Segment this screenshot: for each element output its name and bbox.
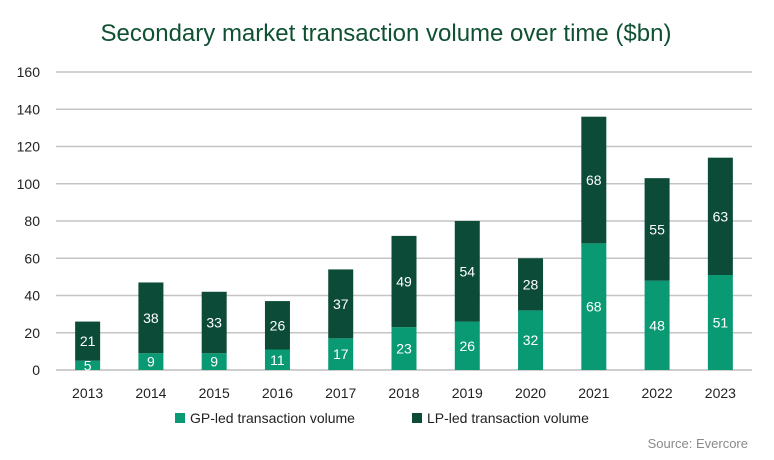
y-tick-label: 120 bbox=[17, 139, 41, 155]
gridlines bbox=[56, 71, 752, 371]
data-label: 48 bbox=[649, 317, 665, 333]
data-label: 11 bbox=[270, 352, 285, 368]
y-tick-label: 20 bbox=[24, 325, 40, 341]
x-tick-label: 2021 bbox=[578, 385, 609, 401]
x-tick-label: 2022 bbox=[642, 385, 673, 401]
legend: GP-led transaction volume LP-led transact… bbox=[175, 410, 589, 426]
data-label: 21 bbox=[80, 333, 96, 349]
x-tick-label: 2014 bbox=[135, 385, 166, 401]
bar-gp-led bbox=[264, 349, 290, 370]
x-tick-label: 2017 bbox=[325, 385, 356, 401]
bar-gp-led bbox=[518, 310, 544, 370]
bar-lp-led bbox=[201, 291, 227, 354]
data-label: 17 bbox=[333, 346, 349, 362]
y-tick-label: 60 bbox=[24, 250, 40, 266]
bar-lp-led bbox=[138, 282, 164, 354]
data-label: 9 bbox=[210, 354, 218, 370]
data-label: 54 bbox=[459, 263, 475, 279]
y-tick-label: 140 bbox=[17, 101, 41, 117]
y-axis: 0 20 40 60 80 100 120 140 160 bbox=[17, 64, 41, 378]
bar-gp-led bbox=[391, 327, 417, 370]
data-label: 51 bbox=[713, 315, 729, 331]
data-label: 33 bbox=[206, 315, 222, 331]
data-label: 23 bbox=[396, 341, 412, 357]
chart-title: Secondary market transaction volume over… bbox=[101, 20, 672, 47]
x-tick-label: 2023 bbox=[705, 385, 736, 401]
bar-lp-led bbox=[75, 321, 101, 361]
x-tick-label: 2013 bbox=[72, 385, 103, 401]
data-label: 32 bbox=[523, 332, 539, 348]
legend-label: LP-led transaction volume bbox=[427, 410, 589, 426]
bar-gp-led bbox=[138, 353, 164, 370]
legend-label: GP-led transaction volume bbox=[190, 410, 355, 426]
bar-lp-led bbox=[328, 269, 354, 339]
x-axis: 2013 2014 2015 2016 2017 2018 2019 2020 2021 2022… bbox=[72, 385, 736, 401]
bar-gp-led bbox=[75, 360, 101, 370]
y-tick-label: 160 bbox=[17, 64, 41, 80]
x-tick-label: 2019 bbox=[452, 385, 483, 401]
data-label: 9 bbox=[147, 354, 155, 370]
data-label: 68 bbox=[586, 172, 602, 188]
y-tick-label: 0 bbox=[32, 362, 40, 378]
data-label: 68 bbox=[586, 299, 602, 315]
data-label: 26 bbox=[270, 317, 286, 333]
legend-swatch bbox=[175, 413, 185, 423]
x-tick-label: 2015 bbox=[199, 385, 230, 401]
bar-lp-led bbox=[454, 221, 480, 322]
x-tick-label: 2020 bbox=[515, 385, 546, 401]
data-label: 26 bbox=[459, 338, 475, 354]
bar-lp-led bbox=[391, 235, 417, 328]
x-tick-label: 2018 bbox=[388, 385, 419, 401]
legend-swatch bbox=[412, 413, 422, 423]
bars: 5 21 9 38 9 33 11 26 17 37 23 49 26 54 32 28 68 68 48 55 51 6… bbox=[75, 116, 733, 373]
bar-gp-led bbox=[644, 280, 670, 370]
bar-gp-led bbox=[328, 338, 354, 370]
bar-gp-led bbox=[454, 321, 480, 370]
bar-gp-led bbox=[581, 243, 607, 370]
y-tick-label: 80 bbox=[24, 213, 40, 229]
data-label: 63 bbox=[713, 208, 729, 224]
data-label: 38 bbox=[143, 310, 159, 326]
data-label: 28 bbox=[523, 276, 539, 292]
y-tick-label: 100 bbox=[17, 176, 41, 192]
data-label: 5 bbox=[84, 357, 92, 373]
data-label: 55 bbox=[649, 221, 665, 237]
bar-lp-led bbox=[264, 301, 290, 350]
bar-gp-led bbox=[201, 353, 227, 370]
source-note: Source: Evercore bbox=[648, 436, 748, 451]
x-tick-label: 2016 bbox=[262, 385, 293, 401]
bar-lp-led bbox=[707, 157, 733, 276]
bar-lp-led bbox=[644, 178, 670, 281]
bar-lp-led bbox=[581, 116, 607, 244]
bar-gp-led bbox=[707, 275, 733, 370]
y-tick-label: 40 bbox=[24, 288, 40, 304]
bar-lp-led bbox=[518, 258, 544, 311]
data-label: 37 bbox=[333, 296, 349, 312]
data-label: 49 bbox=[396, 274, 412, 290]
